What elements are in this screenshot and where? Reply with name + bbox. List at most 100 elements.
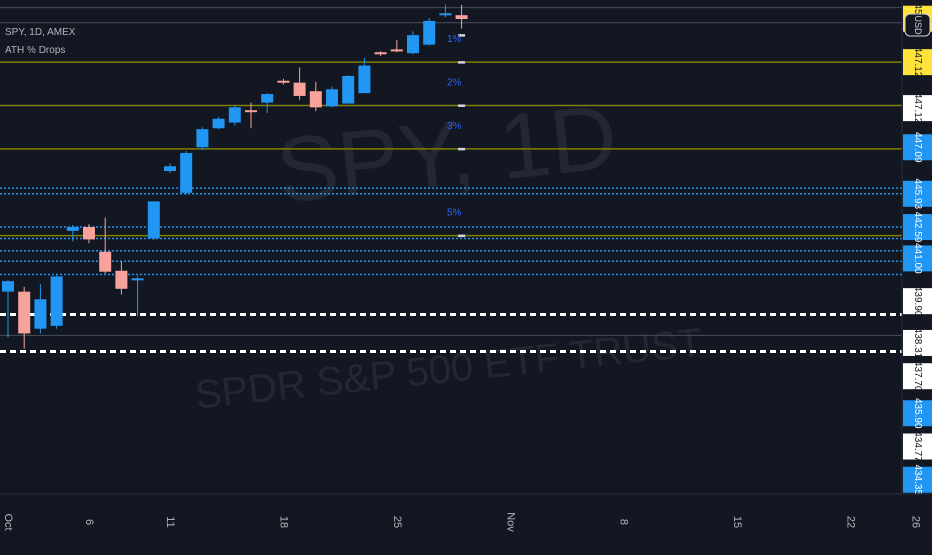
candle-22[interactable] <box>358 57 371 94</box>
candle-4[interactable] <box>66 225 79 242</box>
candle-16[interactable] <box>261 93 274 114</box>
ath-marker-1 <box>458 61 466 64</box>
currency-badge[interactable]: USD <box>904 13 931 37</box>
price-label-bg-11 <box>903 433 932 460</box>
candle-body-11 <box>180 152 193 193</box>
candle-body-27 <box>439 13 452 16</box>
price-label-3: 447.09 <box>903 132 932 163</box>
symbol-legend[interactable]: SPY, 1D, AMEX <box>5 27 76 38</box>
price-label-bg-9 <box>903 363 932 390</box>
candle-body-4 <box>66 227 79 231</box>
ath-marker-4 <box>458 234 466 238</box>
price-label-text-4: 445.93 <box>912 179 923 210</box>
candle-15[interactable] <box>245 102 257 129</box>
candle-1[interactable] <box>18 286 31 349</box>
candles[interactable] <box>2 4 468 349</box>
candle-18[interactable] <box>293 67 306 100</box>
ath-marker-3 <box>458 147 466 151</box>
price-label-bg-3 <box>903 134 932 161</box>
time-labels: Oct6111825Nov8152226Dec6132 <box>2 512 921 532</box>
candle-body-19 <box>309 91 322 108</box>
price-label-5: 442.59 <box>903 212 932 243</box>
candle-2[interactable] <box>34 284 47 334</box>
candle-21[interactable] <box>342 75 355 104</box>
time-axis[interactable]: Oct6111825Nov8152226Dec6132 <box>0 493 932 532</box>
time-label-4: 25 <box>391 516 403 528</box>
candle-25[interactable] <box>407 31 419 55</box>
ath-drop-label-0: 1% <box>447 34 462 45</box>
candle-body-5 <box>83 227 95 240</box>
price-label-bg-4 <box>903 180 932 207</box>
price-label-12: 434.35 <box>903 464 932 495</box>
indicator-legend[interactable]: ATH % Drops <box>5 45 66 56</box>
candle-13[interactable] <box>212 116 225 130</box>
candle-20[interactable] <box>326 86 338 108</box>
candle-27[interactable] <box>439 4 452 18</box>
candle-23[interactable] <box>374 51 387 57</box>
price-labels: 456.53447.12447.12447.09445.93442.59441.… <box>903 3 932 495</box>
candle-body-26 <box>423 20 436 45</box>
ath-drop-labels: 1% 2% 3% 5% <box>447 34 462 218</box>
candle-body-14 <box>228 107 241 123</box>
time-label-2: 11 <box>164 516 176 527</box>
candle-body-15 <box>245 110 257 113</box>
ath-marker-0 <box>458 34 466 37</box>
ath-drop-label-2: 3% <box>447 121 462 132</box>
price-label-text-11: 434.77 <box>912 431 923 462</box>
price-label-text-1: 447.12 <box>912 47 923 78</box>
candle-28[interactable] <box>455 4 468 29</box>
candle-10[interactable] <box>164 163 176 173</box>
candle-body-7 <box>115 270 128 289</box>
ath-marker-2 <box>458 104 466 107</box>
indicator-lines <box>0 7 902 353</box>
price-label-10: 435.90 <box>903 398 932 429</box>
ath-drop-label-3: 5% <box>447 208 462 219</box>
candle-6[interactable] <box>99 217 112 274</box>
candle-8[interactable] <box>131 276 144 317</box>
candle-7[interactable] <box>115 261 128 295</box>
candle-body-20 <box>326 89 338 107</box>
candle-body-9 <box>147 201 160 239</box>
candle-body-23 <box>374 52 387 55</box>
candle-9[interactable] <box>147 201 160 241</box>
candle-body-12 <box>196 129 209 148</box>
price-label-7: 439.90 <box>903 286 932 317</box>
candle-body-0 <box>2 281 14 292</box>
price-label-bg-7 <box>903 288 932 315</box>
price-label-text-3: 447.09 <box>912 132 923 163</box>
candle-14[interactable] <box>228 105 241 126</box>
candle-17[interactable] <box>277 78 290 85</box>
candle-0[interactable] <box>2 280 14 338</box>
candle-body-2 <box>34 299 47 329</box>
price-label-text-7: 439.90 <box>912 286 923 317</box>
price-label-bg-12 <box>903 466 932 493</box>
time-label-1: 6 <box>83 519 95 525</box>
candle-3[interactable] <box>50 275 63 329</box>
price-label-text-9: 437.70 <box>912 361 923 392</box>
candle-11[interactable] <box>180 151 193 195</box>
candle-19[interactable] <box>309 81 322 112</box>
ath-markers <box>458 34 466 238</box>
price-label-8: 438.31 <box>903 328 932 359</box>
candle-5[interactable] <box>83 224 95 244</box>
time-label-9: 26 <box>909 516 921 528</box>
price-label-text-2: 447.12 <box>912 93 923 124</box>
price-label-bg-2 <box>903 95 932 122</box>
time-label-6: 8 <box>618 519 630 525</box>
price-label-11: 434.77 <box>903 431 932 462</box>
candle-body-28 <box>455 15 468 19</box>
price-label-text-5: 442.59 <box>912 212 923 243</box>
candle-12[interactable] <box>196 127 209 151</box>
candle-body-21 <box>342 76 355 104</box>
time-label-7: 15 <box>731 516 743 528</box>
time-label-5: Nov <box>504 512 516 532</box>
candle-26[interactable] <box>423 18 436 46</box>
price-axis[interactable]: 456.53447.12447.12447.09445.93442.59441.… <box>901 0 932 495</box>
candle-24[interactable] <box>390 39 403 53</box>
price-label-4: 445.93 <box>903 179 932 210</box>
currency-label[interactable]: USD <box>913 15 923 35</box>
candle-body-25 <box>407 35 419 54</box>
candle-body-18 <box>293 82 306 96</box>
